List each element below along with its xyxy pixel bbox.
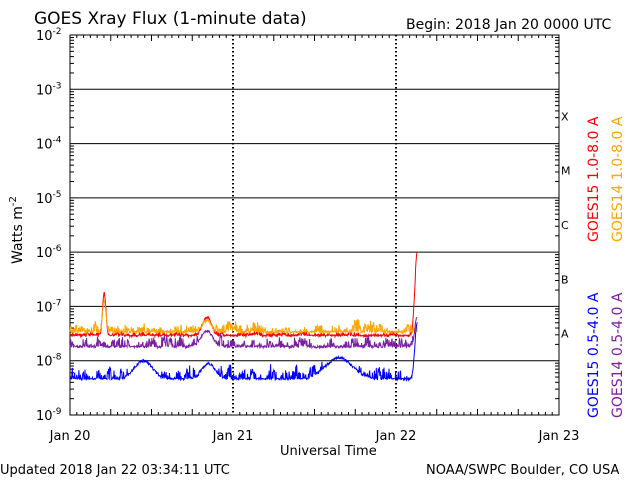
x-tick-label: Jan 20 [49, 429, 91, 444]
series-line-1 [69, 300, 418, 336]
credit-label: NOAA/SWPC Boulder, CO USA [426, 463, 619, 478]
begin-label: Begin: 2018 Jan 20 0000 UTC [406, 17, 611, 33]
chart-title: GOES Xray Flux (1-minute data) [34, 9, 307, 29]
x-tick-label: Jan 23 [538, 429, 580, 444]
series-line-2 [69, 322, 418, 382]
x-axis-ticks: Jan 20 Jan 21 Jan 22 Jan 23 [49, 35, 580, 444]
series-line-3 [69, 317, 418, 350]
flare-class-c: C [561, 219, 569, 232]
legend-entry: GOES14 0.5-4.0 A [610, 292, 626, 418]
gridlines [70, 35, 559, 415]
x-axis-label: Universal Time [280, 444, 377, 459]
y-tick-label: 10-4 [36, 136, 62, 153]
y-tick-label: 10-3 [36, 81, 62, 98]
flare-class-b: B [561, 273, 569, 286]
flare-class-a: A [561, 328, 569, 341]
legend-entry: GOES15 0.5-4.0 A [586, 292, 602, 418]
y-tick-label: 10-6 [36, 244, 62, 261]
y-tick-label: 10-5 [36, 190, 62, 207]
y-axis-label: Watts m-2 [8, 196, 26, 264]
y-tick-label: 10-9 [36, 407, 62, 424]
flare-class-x: X [561, 110, 569, 123]
y-tick-label: 10-8 [36, 353, 62, 370]
flare-class-m: M [561, 165, 571, 178]
series-group [69, 252, 418, 382]
legend-entry: GOES15 1.0-8.0 A [586, 116, 602, 242]
y-tick-label: 10-2 [36, 27, 62, 44]
x-tick-label: Jan 21 [212, 429, 254, 444]
plot-frame [69, 34, 560, 416]
y-tick-label: 10-7 [36, 298, 62, 315]
x-tick-label: Jan 22 [375, 429, 417, 444]
updated-label: Updated 2018 Jan 22 03:34:11 UTC [0, 463, 230, 478]
flare-class-labels: X M C B A [561, 110, 571, 340]
legend-entry: GOES14 1.0-8.0 A [610, 116, 626, 242]
legend: GOES15 1.0-8.0 A GOES14 1.0-8.0 A GOES15 0… [586, 116, 626, 418]
